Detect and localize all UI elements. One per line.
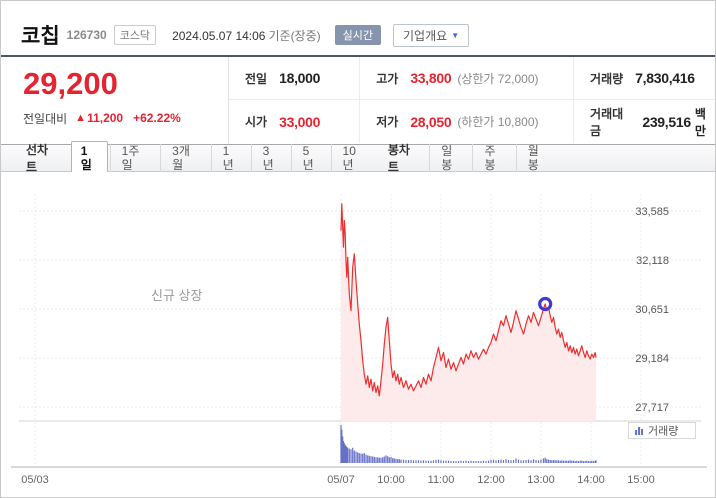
current-price-block: 29,200 전일대비 ▲ 11,200 +62.22% <box>1 57 229 144</box>
prev-close-field: 전일 18,000 <box>229 57 361 100</box>
volume-field: 거래량 7,830,416 <box>574 57 715 100</box>
svg-text:11:00: 11:00 <box>428 474 455 486</box>
tab-3month[interactable]: 3개월 <box>160 144 211 172</box>
high-field: 고가 33,800 (상한가 72,000) <box>360 57 575 100</box>
chart-area: 33,585 32,118 30,651 29,184 27,717 05/03 05/07… <box>1 172 716 498</box>
candle-chart-group: 봉차트 일봉 주봉 월봉 <box>377 141 559 175</box>
low-field: 저가 28,050 (하한가 10,800) <box>360 100 575 143</box>
tab-1year[interactable]: 1년 <box>210 144 251 172</box>
tab-monthly-candle[interactable]: 월봉 <box>515 144 559 172</box>
candle-chart-group-label: 봉차트 <box>387 143 410 174</box>
svg-text:33,585: 33,585 <box>635 206 669 218</box>
new-listing-annotation: 신규 상장 <box>151 288 202 303</box>
up-arrow-icon: ▲ <box>75 112 87 125</box>
svg-text:05/07: 05/07 <box>327 474 355 486</box>
svg-text:32,118: 32,118 <box>636 255 669 267</box>
tab-5year[interactable]: 5년 <box>290 144 331 172</box>
price-fields: 전일 18,000 고가 33,800 (상한가 72,000) 거래량 7,8… <box>229 57 715 144</box>
company-overview-button[interactable]: 기업개요 ▼ <box>393 23 470 47</box>
company-overview-label: 기업개요 <box>403 28 448 43</box>
change-label: 전일대비 <box>23 111 68 126</box>
trade-value-field: 거래대금 239,516 백만 <box>590 106 706 138</box>
svg-text:14:00: 14:00 <box>577 474 605 486</box>
stock-code: 126730 <box>66 28 107 42</box>
change-value: 11,200 <box>87 111 124 126</box>
area-fill <box>341 203 596 421</box>
realtime-badge: 실시간 <box>334 25 382 45</box>
tab-weekly-candle[interactable]: 주봉 <box>472 144 515 172</box>
tab-daily-candle[interactable]: 일봉 <box>429 144 472 172</box>
tab-1day[interactable]: 1일 <box>70 141 108 175</box>
datetime-suffix: 기준(장중) <box>268 28 321 43</box>
open-field: 시가 33,000 <box>229 100 361 143</box>
x-axis-labels: 05/03 05/07 10:00 11:00 12:00 13:00 14:00 15:00 <box>21 474 655 486</box>
change-row: 전일대비 ▲ 11,200 +62.22% <box>23 110 228 127</box>
svg-text:30,651: 30,651 <box>635 304 669 316</box>
tab-10year[interactable]: 10년 <box>330 144 377 172</box>
svg-text:27,717: 27,717 <box>635 402 669 414</box>
change-percent: +62.22% <box>133 111 181 126</box>
svg-text:13:00: 13:00 <box>527 474 555 486</box>
datetime: 2024.05.07 14:06 기준(장중) <box>172 27 321 44</box>
tab-1week[interactable]: 1주일 <box>109 144 161 172</box>
header: 코칩 126730 코스닥 2024.05.07 14:06 기준(장중) 실시간… <box>1 1 715 57</box>
current-price: 29,200 <box>23 66 118 101</box>
y-axis-labels: 33,585 32,118 30,651 29,184 27,717 <box>635 206 669 414</box>
volume-bars <box>340 425 597 463</box>
svg-text:12:00: 12:00 <box>477 474 505 486</box>
price-panel: 29,200 전일대비 ▲ 11,200 +62.22% 전일 18,000 고… <box>1 57 715 145</box>
volume-legend: 거래량 <box>628 422 696 439</box>
market-badge: 코스닥 <box>113 25 157 45</box>
price-line <box>340 203 597 397</box>
svg-text:05/03: 05/03 <box>21 474 49 486</box>
svg-text:10:00: 10:00 <box>377 474 405 486</box>
stock-name: 코칩 <box>21 25 60 48</box>
svg-text:15:00: 15:00 <box>627 474 655 486</box>
datetime-value: 2024.05.07 14:06 <box>172 28 266 43</box>
line-chart-group-label: 선차트 <box>26 143 49 174</box>
highlight-marker <box>538 296 553 312</box>
chevron-down-icon: ▼ <box>451 30 460 40</box>
svg-text:거래량: 거래량 <box>648 425 678 438</box>
period-tabbar: 선차트 1일 1주일 3개월 1년 3년 5년 10년 봉차트 일봉 주봉 월봉 <box>1 141 715 175</box>
price-chart[interactable]: 33,585 32,118 30,651 29,184 27,717 05/03 05/07… <box>1 172 716 498</box>
svg-text:29,184: 29,184 <box>635 353 669 365</box>
volume-bars-icon <box>635 430 637 435</box>
tab-3year[interactable]: 3년 <box>250 144 291 172</box>
